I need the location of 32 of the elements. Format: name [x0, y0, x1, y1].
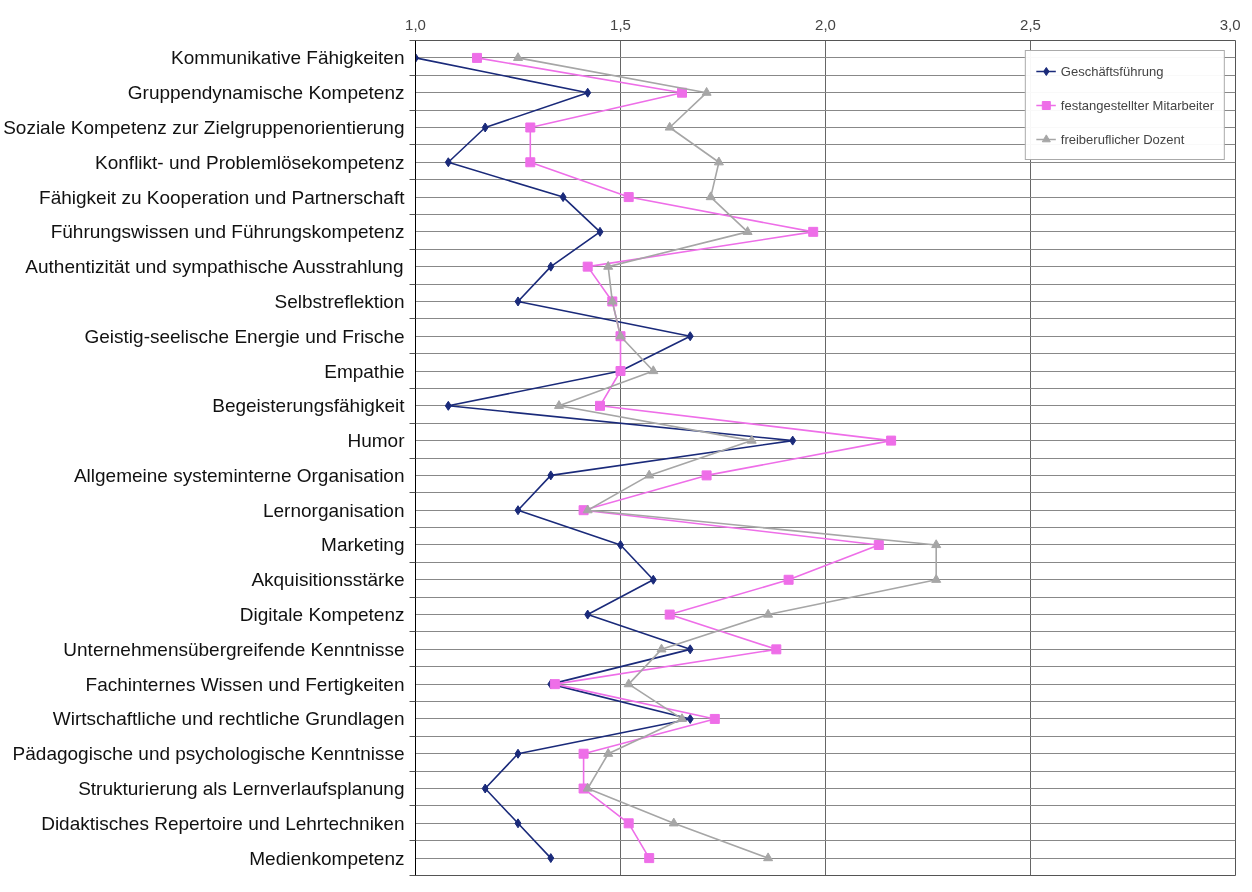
legend-label: festangestellter Mitarbeiter	[1060, 97, 1214, 113]
y-tick-label: Authentizität und sympathische Ausstrahlung	[25, 256, 404, 278]
y-tick-label: Fähigkeit zu Kooperation und Partnerschaft	[39, 186, 406, 208]
y-tick-label: Gruppendynamische Kompetenz	[127, 82, 405, 104]
y-tick-label: Soziale Kompetenz zur Zielgruppenorientierung	[3, 116, 405, 138]
y-tick-label: Medienkompetenz	[249, 847, 405, 869]
x-tick-label: 1,0	[405, 15, 426, 33]
y-tick-label: Konflikt- und Problemlösekompetenz	[95, 151, 405, 173]
x-tick-label: 1,5	[610, 15, 631, 33]
y-tick-label: Begeisterungsfähigkeit	[212, 395, 406, 417]
x-tick-label: 2,5	[1020, 15, 1041, 33]
y-tick-label: Pädagogische und psychologische Kenntnisse	[12, 743, 405, 765]
y-tick-label: Empathie	[324, 360, 405, 382]
y-tick-label: Fachinternes Wissen und Fertigkeiten	[85, 673, 405, 695]
y-tick-label: Führungswissen und Führungskompetenz	[50, 221, 405, 243]
x-tick-label: 3,0	[1219, 15, 1241, 33]
y-tick-label: Kommunikative Fähigkeiten	[171, 47, 405, 69]
y-tick-label: Humor	[347, 430, 406, 452]
y-tick-label: Digitale Kompetenz	[239, 604, 405, 626]
y-tick-label: Lernorganisation	[262, 499, 405, 521]
y-tick-label: Wirtschaftliche und rechtliche Grundlagen	[52, 708, 405, 730]
y-tick-label: Strukturierung als Lernverlaufsplanung	[78, 778, 405, 800]
y-tick-label: Geistig-seelische Energie und Frische	[84, 325, 405, 347]
legend-label: freiberuflicher Dozent	[1060, 131, 1185, 147]
y-tick-label: Marketing	[321, 534, 405, 556]
legend-label: Geschäftsführung	[1060, 63, 1164, 79]
y-tick-label: Didaktisches Repertoire und Lehrtechniken	[41, 812, 405, 834]
x-tick-label: 2,0	[815, 15, 836, 33]
y-tick-label: Selbstreflektion	[274, 290, 405, 312]
y-tick-label: Allgemeine systeminterne Organisation	[73, 464, 405, 486]
y-tick-label: Unternehmensübergreifende Kenntnisse	[63, 638, 405, 660]
y-tick-label: Akquisitionsstärke	[251, 569, 405, 591]
